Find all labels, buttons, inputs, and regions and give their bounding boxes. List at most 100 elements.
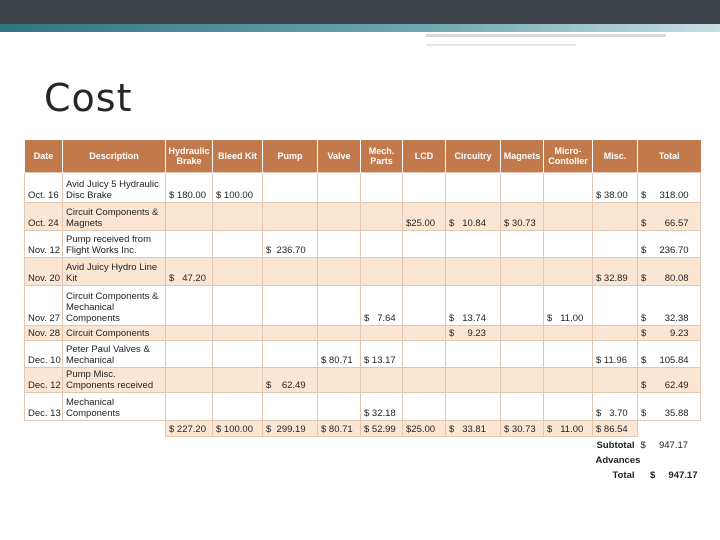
table-cell: $ 32.18	[360, 392, 403, 421]
table-cell: Pump Misc. Cmponents received	[62, 367, 166, 393]
table-cell	[445, 367, 501, 393]
totals-cell: $ 299.19	[262, 420, 318, 437]
table-cell	[402, 392, 446, 421]
table-cell	[543, 230, 593, 258]
table-cell	[402, 172, 446, 203]
table-cell: $ 38.00	[592, 172, 638, 203]
table-cell	[360, 172, 403, 203]
column-header: Date	[24, 140, 63, 173]
column-header: Hydraulic Brake	[165, 140, 213, 173]
table-cell	[543, 325, 593, 341]
table-cell	[445, 257, 501, 286]
table-cell: Pump received from Flight Works Inc.	[62, 230, 166, 258]
totals-cell: $ 100.00	[212, 420, 263, 437]
table-cell	[402, 257, 446, 286]
table-cell	[500, 325, 544, 341]
table-cell: Nov. 28	[24, 325, 63, 341]
summary-label: Total	[612, 470, 635, 481]
table-cell	[212, 367, 263, 393]
table-cell	[592, 230, 638, 258]
table-cell	[360, 367, 403, 393]
table-cell: $ 9.23	[637, 325, 701, 341]
table-cell: $ 180.00	[165, 172, 213, 203]
totals-cell: $ 227.20	[165, 420, 213, 437]
table-cell	[317, 367, 361, 393]
table-cell	[212, 202, 263, 231]
table-cell: $ 47.20	[165, 257, 213, 286]
table-cell: $ 9.23	[445, 325, 501, 341]
table-cell	[165, 325, 213, 341]
table-cell	[262, 340, 318, 368]
table-cell: $ 30.73	[500, 202, 544, 231]
table-cell: $ 13.74	[445, 285, 501, 326]
table-cell	[165, 340, 213, 368]
table-cell: Oct. 16	[24, 172, 63, 203]
table-cell: Circuit Components & Magnets	[62, 202, 166, 231]
table-cell: $ 80.08	[637, 257, 701, 286]
table-cell	[592, 325, 638, 341]
table-cell	[360, 230, 403, 258]
totals-cell: $25.00	[402, 420, 446, 437]
table-cell	[500, 257, 544, 286]
table-cell: Avid Juicy Hydro Line Kit	[62, 257, 166, 286]
summary-value: $ 947.17	[649, 470, 698, 481]
totals-cell: $ 30.73	[500, 420, 544, 437]
table-cell: Nov. 20	[24, 257, 63, 286]
table-row: Oct. 24 Circuit Components & Magnets $25.0…	[24, 202, 701, 231]
table-cell: $ 13.17	[360, 340, 403, 368]
table-cell	[317, 325, 361, 341]
table-cell: Nov. 27	[24, 285, 63, 326]
table-cell: Dec. 10	[24, 340, 63, 368]
table-cell	[500, 285, 544, 326]
table-cell	[402, 367, 446, 393]
accent-line	[426, 44, 576, 46]
table-cell	[445, 392, 501, 421]
table-cell	[212, 257, 263, 286]
table-cell	[165, 285, 213, 326]
table-cell: $ 62.49	[637, 367, 701, 393]
table-cell	[165, 367, 213, 393]
table-cell: $ 100.00	[212, 172, 263, 203]
table-cell	[445, 340, 501, 368]
table-cell	[360, 202, 403, 231]
spacer	[25, 467, 593, 482]
table-cell	[212, 392, 263, 421]
table-cell: $ 3.70	[592, 392, 638, 421]
top-bar	[0, 0, 720, 24]
table-cell	[212, 340, 263, 368]
table-cell: Circuit Components	[62, 325, 166, 341]
table-cell: Dec. 13	[24, 392, 63, 421]
table-cell	[262, 202, 318, 231]
table-cell: Circuit Components & Mechanical Componen…	[62, 285, 166, 326]
table-cell: $ 105.84	[637, 340, 701, 368]
summary-label: Advances	[595, 455, 641, 466]
table-cell	[500, 392, 544, 421]
column-header: Micro-Contoller	[543, 140, 593, 173]
table-cell	[165, 202, 213, 231]
table-cell	[543, 257, 593, 286]
table-cell	[262, 392, 318, 421]
table-cell	[543, 172, 593, 203]
column-header: Total	[637, 140, 701, 173]
summary-row: Advances	[25, 452, 701, 467]
totals-cell: $ 33.81	[445, 420, 501, 437]
table-cell	[317, 202, 361, 231]
table-cell: $25.00	[402, 202, 446, 231]
table-cell	[212, 325, 263, 341]
table-row: Dec. 12 Pump Misc. Cmponents received $ 62…	[24, 367, 701, 393]
summary-value: $ 947.17	[640, 440, 689, 451]
table-cell	[317, 285, 361, 326]
totals-cell: $ 11.00	[543, 420, 593, 437]
accent-stripe	[0, 24, 720, 32]
table-cell: Dec. 12	[24, 367, 63, 393]
accent-line	[426, 34, 666, 37]
column-header: Misc.	[592, 140, 638, 173]
table-cell	[262, 257, 318, 286]
totals-cell	[638, 421, 701, 437]
column-header: Description	[62, 140, 166, 173]
column-header: Circuitry	[445, 140, 501, 173]
table-cell	[592, 285, 638, 326]
table-cell	[360, 257, 403, 286]
spacer	[25, 437, 593, 453]
table-row: Nov. 28 Circuit Components $ 9.23 $ 9.23	[24, 325, 701, 341]
